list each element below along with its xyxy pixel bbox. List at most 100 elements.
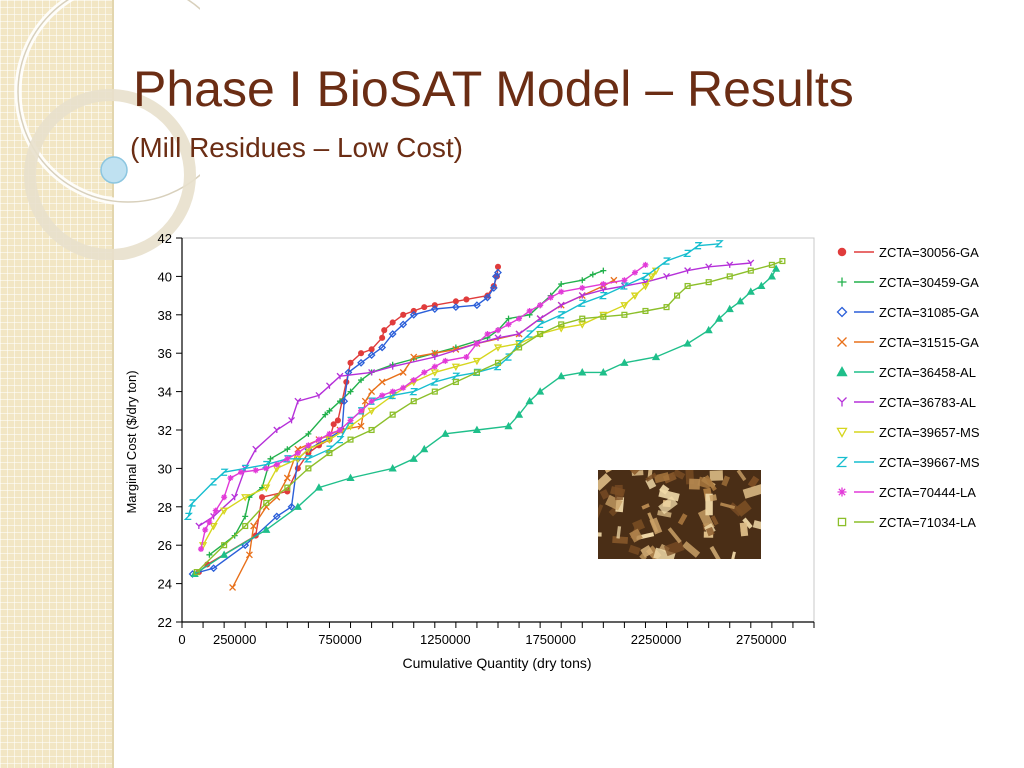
legend-entry: ZCTA=30459-GA [837, 275, 979, 290]
data-point [579, 284, 586, 291]
data-point [837, 397, 847, 407]
data-point [252, 445, 260, 453]
wood-chip [629, 528, 643, 543]
data-point [262, 484, 271, 492]
data-point [229, 583, 237, 591]
wood-chips-photo [598, 470, 761, 559]
data-point [334, 417, 341, 424]
x-tick-label: 1250000 [420, 632, 471, 647]
legend-entry: ZCTA=70444-LA [837, 485, 976, 500]
legend-label: ZCTA=36783-AL [879, 395, 976, 410]
data-point [347, 417, 354, 424]
series-zcta-70444-la [197, 261, 649, 553]
data-point [779, 257, 786, 265]
series-line [202, 270, 657, 546]
wood-chip [649, 517, 663, 535]
data-point [420, 444, 429, 453]
y-tick-label: 22 [158, 615, 172, 630]
wood-chip [616, 526, 622, 539]
data-point [494, 334, 502, 341]
legend-label: ZCTA=31085-GA [879, 305, 979, 320]
data-point [288, 416, 296, 424]
data-point [837, 247, 847, 257]
data-point [557, 301, 565, 309]
legend-label: ZCTA=39667-MS [879, 455, 980, 470]
wood-chip [705, 526, 715, 537]
wood-chip [614, 484, 623, 501]
data-point [558, 321, 565, 328]
data-point [757, 281, 766, 290]
y-axis-label: Marginal Cost ($/dry ton) [124, 370, 139, 513]
data-point [259, 494, 266, 501]
data-point [577, 299, 587, 307]
data-point [600, 281, 607, 288]
data-point [683, 339, 692, 347]
data-point [495, 327, 501, 334]
data-point [315, 436, 322, 443]
small-ring [24, 89, 196, 260]
data-point [252, 467, 259, 474]
wood-chip [709, 545, 721, 559]
data-point [535, 320, 545, 329]
data-point [515, 330, 523, 337]
data-point [410, 377, 417, 384]
data-point [726, 261, 734, 268]
data-point [620, 358, 629, 366]
y-tick-label: 32 [158, 423, 172, 438]
data-point [368, 346, 375, 353]
data-point [368, 398, 375, 405]
data-point [836, 366, 848, 377]
data-point [537, 330, 544, 338]
data-point [389, 411, 396, 418]
y-tick-label: 40 [158, 269, 172, 284]
data-point [494, 268, 502, 277]
x-tick-label: 750000 [318, 632, 361, 647]
data-point [284, 484, 291, 491]
x-axis-label: Cumulative Quantity (dry tons) [402, 655, 591, 671]
data-point [368, 388, 376, 396]
data-point [361, 397, 369, 405]
wood-chip [659, 484, 670, 495]
wood-chip [628, 544, 641, 556]
data-point [242, 522, 249, 530]
legend-label: ZCTA=31515-GA [879, 335, 979, 350]
slide-subtitle: (Mill Residues – Low Cost) [130, 132, 463, 163]
data-point [367, 351, 376, 360]
y-tick-label: 34 [158, 385, 172, 400]
data-point [347, 359, 354, 366]
data-point [337, 427, 343, 433]
data-point [578, 368, 587, 376]
data-point [441, 429, 450, 437]
wood-chip [704, 474, 717, 492]
data-point [326, 449, 333, 457]
data-point [620, 302, 629, 310]
data-point [452, 298, 459, 305]
wood-chip [645, 472, 657, 482]
wood-chip [734, 500, 752, 517]
wood-chip [605, 494, 623, 511]
data-point [284, 455, 291, 462]
data-point [358, 407, 365, 414]
x-tick-label: 2250000 [631, 632, 682, 647]
data-point [273, 461, 280, 468]
wood-chip [688, 478, 701, 490]
data-point [472, 425, 482, 434]
legend-label: ZCTA=30459-GA [879, 275, 979, 290]
data-point [326, 407, 333, 414]
data-point [767, 272, 776, 280]
wood-chip [653, 472, 670, 484]
data-point [389, 319, 396, 326]
data-point [621, 277, 628, 284]
data-point [557, 371, 566, 380]
data-point [293, 502, 302, 510]
data-point [484, 331, 491, 337]
data-point [421, 369, 428, 376]
data-point [209, 478, 219, 486]
data-point [379, 334, 386, 341]
y-tick-label: 26 [158, 538, 172, 553]
data-point [837, 517, 847, 527]
data-point [725, 304, 734, 313]
x-tick-label: 2750000 [736, 632, 787, 647]
data-point [335, 435, 345, 444]
data-point [263, 499, 270, 507]
